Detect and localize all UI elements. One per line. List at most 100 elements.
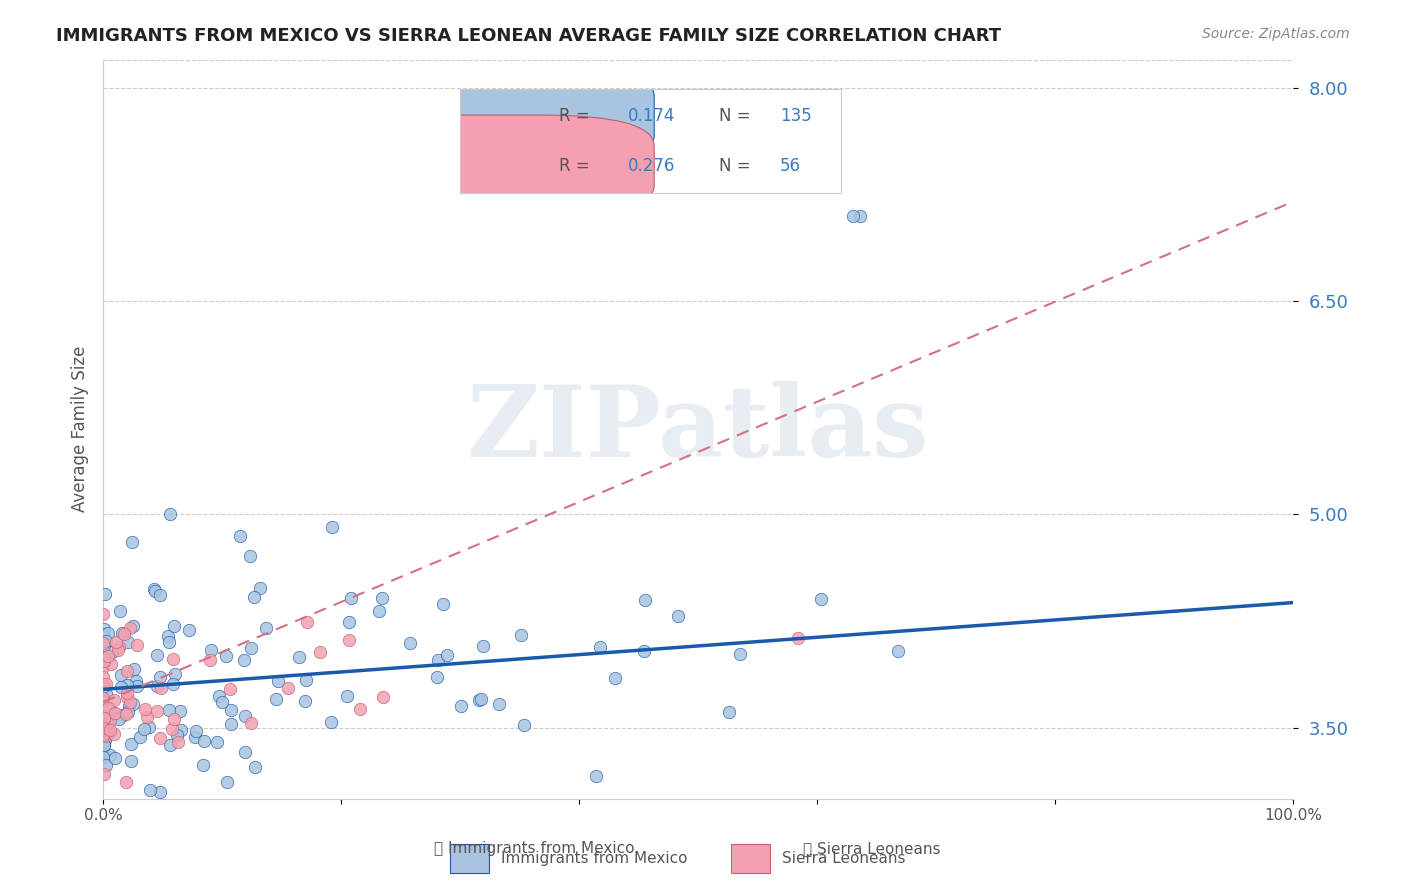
mexico <box>93 622 115 636</box>
sierra <box>91 704 114 718</box>
sierra <box>103 727 125 741</box>
mexico <box>264 692 287 706</box>
sierra <box>149 731 172 746</box>
mexico <box>145 584 167 599</box>
mexico <box>101 645 124 659</box>
mexico <box>97 721 120 735</box>
mexico <box>169 704 191 718</box>
mexico <box>93 712 115 726</box>
mexico <box>841 209 863 223</box>
mexico <box>149 670 172 684</box>
mexico <box>427 653 450 667</box>
mexico <box>91 750 114 764</box>
mexico <box>239 549 262 564</box>
sierra <box>112 627 135 641</box>
mexico <box>97 625 120 640</box>
mexico <box>288 649 311 664</box>
mexico <box>93 726 115 740</box>
mexico <box>267 674 290 689</box>
mexico <box>718 705 741 719</box>
sierra <box>337 632 360 647</box>
mexico <box>221 703 243 717</box>
mexico <box>96 634 118 648</box>
mexico <box>193 758 215 772</box>
sierra <box>114 706 136 721</box>
sierra <box>115 664 138 678</box>
mexico <box>125 674 148 689</box>
mexico <box>240 641 263 656</box>
Text: Sierra Leoneans: Sierra Leoneans <box>782 851 905 866</box>
mexico <box>184 730 207 744</box>
mexico <box>107 712 129 726</box>
sierra <box>134 702 156 716</box>
sierra <box>93 767 115 781</box>
mexico <box>243 590 266 604</box>
mexico <box>243 760 266 774</box>
sierra <box>107 642 129 657</box>
sierra <box>91 728 114 742</box>
sierra <box>117 690 139 704</box>
mexico <box>134 722 156 736</box>
mexico <box>159 508 181 522</box>
mexico <box>96 758 118 772</box>
mexico <box>426 670 449 684</box>
mexico <box>122 618 145 632</box>
Bar <box>450 844 489 873</box>
mexico <box>432 597 454 611</box>
mexico <box>121 535 143 549</box>
sierra <box>309 645 332 659</box>
mexico <box>97 726 120 740</box>
sierra <box>297 615 319 630</box>
mexico <box>588 640 610 654</box>
mexico <box>215 775 238 789</box>
sierra <box>94 729 117 743</box>
mexico <box>730 647 752 661</box>
mexico <box>94 652 117 666</box>
mexico <box>94 708 117 723</box>
mexico <box>211 695 233 709</box>
sierra <box>239 716 262 731</box>
mexico <box>513 718 536 732</box>
sierra <box>93 721 115 735</box>
mexico <box>129 730 152 744</box>
mexico <box>294 694 316 708</box>
mexico <box>93 679 115 693</box>
sierra <box>91 660 114 674</box>
mexico <box>186 723 208 738</box>
mexico <box>585 768 607 782</box>
sierra <box>160 723 183 737</box>
mexico <box>96 715 118 730</box>
mexico <box>157 629 180 643</box>
mexico <box>110 668 132 682</box>
sierra <box>98 714 121 728</box>
mexico <box>666 609 689 624</box>
sierra <box>94 676 117 690</box>
mexico <box>93 713 115 727</box>
sierra <box>93 654 115 668</box>
sierra <box>104 706 127 720</box>
mexico <box>98 747 121 762</box>
sierra <box>146 704 169 718</box>
sierra <box>100 723 122 737</box>
sierra <box>91 670 114 684</box>
mexico <box>115 678 138 692</box>
mexico <box>139 783 162 797</box>
mexico <box>110 680 132 694</box>
sierra <box>118 695 141 709</box>
mexico <box>886 644 908 658</box>
mexico <box>120 754 142 768</box>
mexico <box>450 698 472 713</box>
mexico <box>103 706 125 720</box>
mexico <box>170 723 193 738</box>
mexico <box>472 639 495 653</box>
sierra <box>115 685 138 699</box>
mexico <box>159 738 181 752</box>
sierra <box>107 640 129 654</box>
mexico <box>91 848 114 863</box>
sierra <box>97 648 120 663</box>
Text: ⬜ Sierra Leoneans: ⬜ Sierra Leoneans <box>803 841 941 856</box>
mexico <box>124 662 146 676</box>
mexico <box>94 687 117 701</box>
sierra <box>162 652 184 666</box>
mexico <box>233 709 256 723</box>
